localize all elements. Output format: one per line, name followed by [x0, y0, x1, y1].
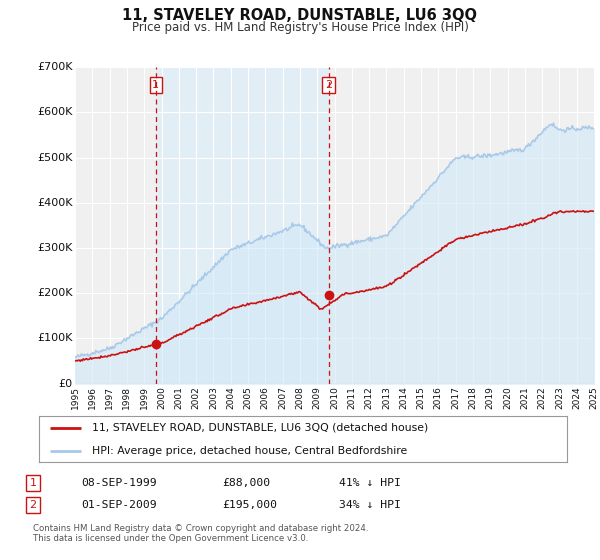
Text: 1998: 1998 — [122, 386, 131, 409]
Text: 2005: 2005 — [244, 386, 253, 409]
Text: 2: 2 — [325, 80, 332, 90]
Text: £400K: £400K — [37, 198, 73, 208]
Text: 2022: 2022 — [538, 386, 547, 409]
Text: 2002: 2002 — [191, 386, 200, 409]
Text: 2006: 2006 — [261, 386, 270, 409]
Text: 2016: 2016 — [434, 386, 443, 409]
Text: £500K: £500K — [37, 153, 73, 162]
Text: 1997: 1997 — [105, 386, 114, 409]
Text: 1: 1 — [29, 478, 37, 488]
Text: 2009: 2009 — [313, 386, 322, 409]
Text: 2012: 2012 — [365, 386, 374, 409]
Text: 2004: 2004 — [226, 386, 235, 409]
Bar — [156, 67, 329, 384]
Text: £0: £0 — [58, 379, 73, 389]
Text: 2025: 2025 — [589, 386, 599, 409]
Text: 2020: 2020 — [503, 386, 512, 409]
Text: 2017: 2017 — [451, 386, 460, 409]
Text: £100K: £100K — [37, 333, 73, 343]
Text: 2000: 2000 — [157, 386, 166, 409]
Text: £300K: £300K — [37, 243, 73, 253]
Text: 2024: 2024 — [572, 386, 581, 409]
Text: 1995: 1995 — [71, 386, 79, 409]
Text: £200K: £200K — [37, 288, 73, 298]
Text: 2021: 2021 — [520, 386, 529, 409]
Text: Price paid vs. HM Land Registry's House Price Index (HPI): Price paid vs. HM Land Registry's House … — [131, 21, 469, 34]
Text: Contains HM Land Registry data © Crown copyright and database right 2024.: Contains HM Land Registry data © Crown c… — [33, 524, 368, 533]
Text: 2018: 2018 — [469, 386, 478, 409]
Text: £195,000: £195,000 — [222, 500, 277, 510]
Text: 11, STAVELEY ROAD, DUNSTABLE, LU6 3QQ (detached house): 11, STAVELEY ROAD, DUNSTABLE, LU6 3QQ (d… — [92, 423, 428, 432]
Text: 2011: 2011 — [347, 386, 356, 409]
Text: 2010: 2010 — [330, 386, 339, 409]
Text: 2015: 2015 — [416, 386, 425, 409]
Text: 2019: 2019 — [486, 386, 495, 409]
Text: 08-SEP-1999: 08-SEP-1999 — [81, 478, 157, 488]
Text: 2: 2 — [29, 500, 37, 510]
Text: HPI: Average price, detached house, Central Bedfordshire: HPI: Average price, detached house, Cent… — [92, 446, 407, 455]
Text: 01-SEP-2009: 01-SEP-2009 — [81, 500, 157, 510]
Text: 2007: 2007 — [278, 386, 287, 409]
Text: 11, STAVELEY ROAD, DUNSTABLE, LU6 3QQ: 11, STAVELEY ROAD, DUNSTABLE, LU6 3QQ — [122, 8, 478, 24]
Text: 34% ↓ HPI: 34% ↓ HPI — [339, 500, 401, 510]
Text: 2013: 2013 — [382, 386, 391, 409]
Text: 1: 1 — [152, 80, 159, 90]
Text: £700K: £700K — [37, 62, 73, 72]
Text: 2014: 2014 — [399, 386, 408, 409]
Text: 2023: 2023 — [555, 386, 564, 409]
Text: 2008: 2008 — [295, 386, 304, 409]
Text: 1999: 1999 — [140, 386, 149, 409]
Text: 41% ↓ HPI: 41% ↓ HPI — [339, 478, 401, 488]
Text: 2003: 2003 — [209, 386, 218, 409]
Text: This data is licensed under the Open Government Licence v3.0.: This data is licensed under the Open Gov… — [33, 534, 308, 543]
Text: £88,000: £88,000 — [222, 478, 270, 488]
Text: £600K: £600K — [37, 108, 73, 118]
Text: 1996: 1996 — [88, 386, 97, 409]
Text: 2001: 2001 — [175, 386, 184, 409]
